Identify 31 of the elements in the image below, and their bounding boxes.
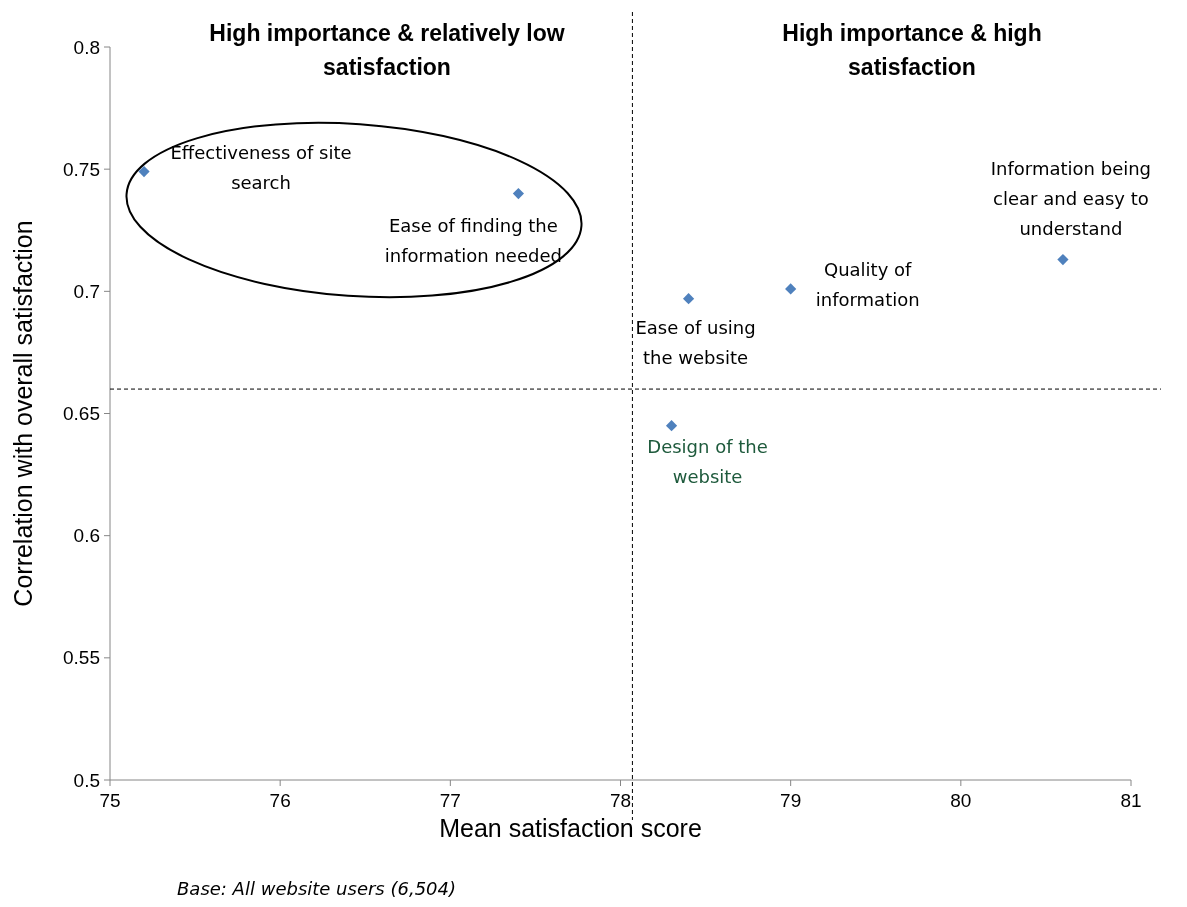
- y-tick-label: 0.5: [73, 769, 100, 791]
- point: [785, 283, 797, 295]
- y-axis-title: Correlation with overall satisfaction: [9, 220, 37, 607]
- annotation: Ease of using the website: [635, 316, 756, 368]
- x-tick-label: 76: [269, 790, 291, 811]
- y-tick-label: 0.65: [63, 403, 100, 425]
- x-axis-title: Mean satisfaction score: [439, 814, 702, 842]
- x-tick-label: 77: [439, 790, 461, 811]
- x-tick-label: 78: [609, 790, 632, 811]
- annotation: Information being clear and easy to understand: [990, 157, 1152, 239]
- point: [665, 420, 678, 432]
- x-tick-label: 75: [99, 790, 121, 811]
- point: [138, 166, 150, 178]
- x-tick-label: 81: [1120, 790, 1142, 811]
- point: [512, 188, 524, 200]
- annotation: Design of the website: [647, 435, 768, 487]
- text: Base: All website users (6,504): [177, 878, 457, 899]
- annotation: Quality of information: [815, 258, 920, 310]
- y-tick-label: 0.75: [63, 158, 100, 180]
- point: [1057, 253, 1069, 266]
- annotation: Effectiveness of site search: [170, 141, 352, 193]
- annotation: High importance & high satisfaction: [782, 20, 1042, 80]
- y-tick-label: 0.7: [73, 280, 100, 302]
- x-tick-label: 79: [780, 790, 802, 811]
- y-tick-label: 0.55: [63, 647, 100, 669]
- point: [682, 293, 695, 305]
- annotation: High importance & relatively low satisfaction: [209, 20, 565, 80]
- y-tick-label: 0.8: [73, 36, 100, 58]
- x-tick-label: 80: [950, 790, 972, 811]
- y-tick-label: 0.6: [73, 525, 100, 547]
- annotation: Ease of finding the information needed: [384, 214, 562, 266]
